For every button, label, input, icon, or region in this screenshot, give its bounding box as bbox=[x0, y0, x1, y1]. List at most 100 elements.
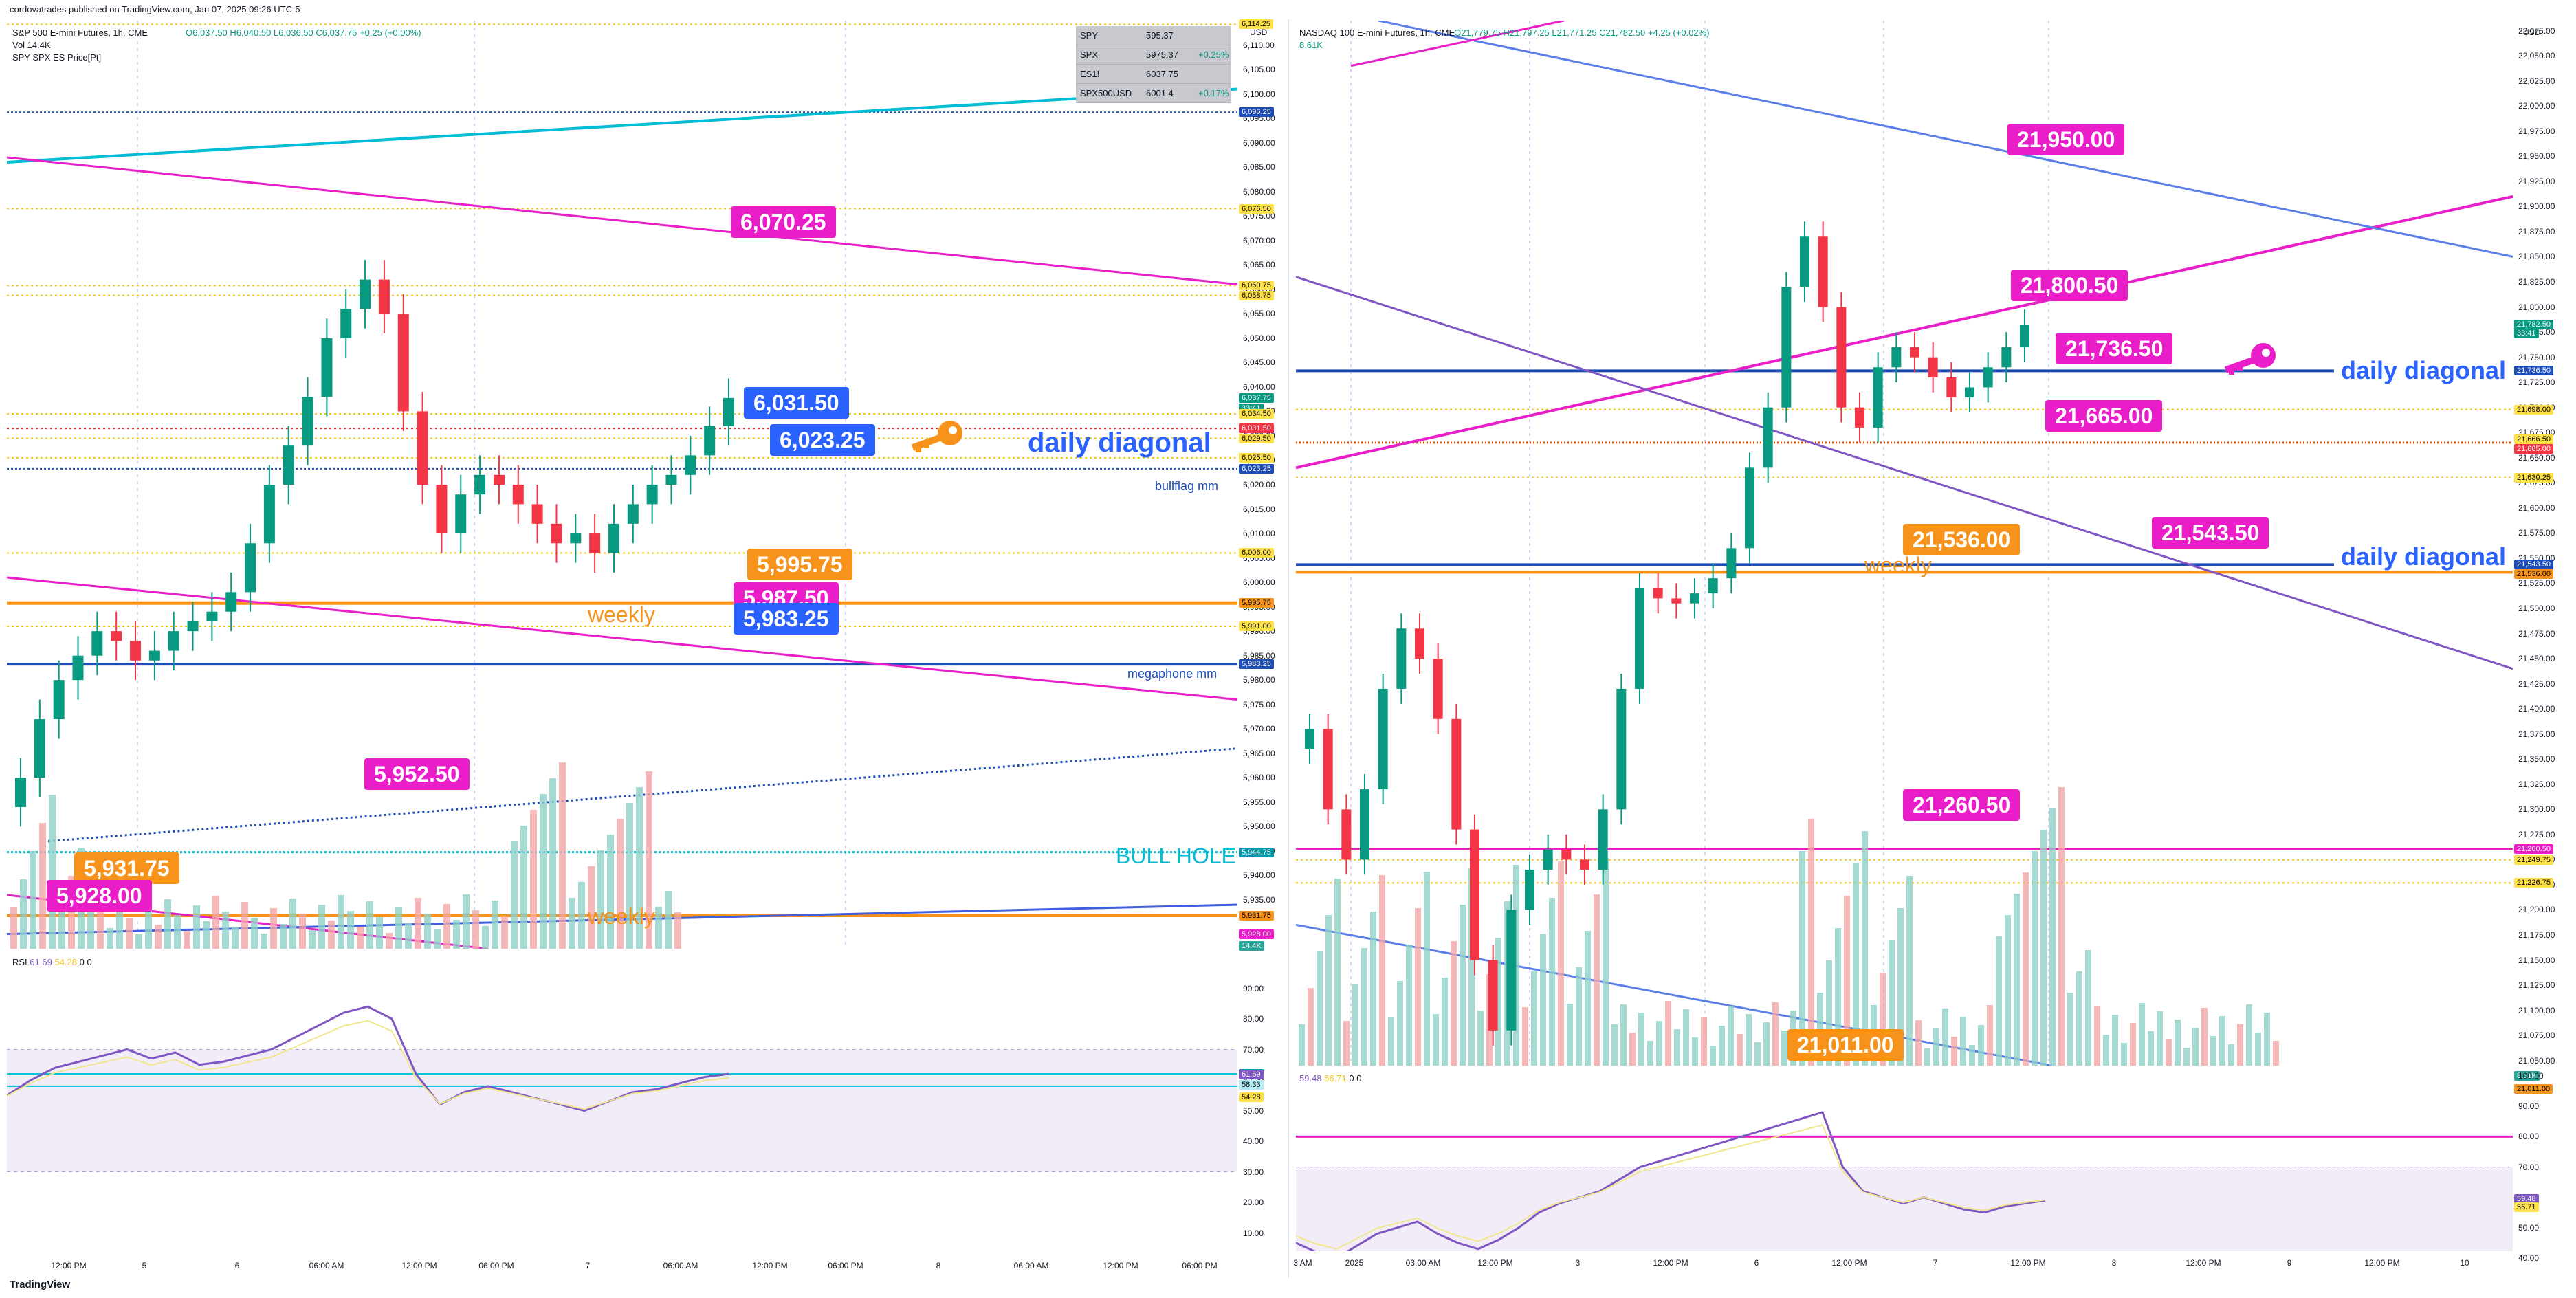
left-price-chart[interactable] bbox=[7, 21, 1237, 949]
right-rsi-pane[interactable] bbox=[1296, 1069, 2513, 1251]
time-tick: 6 bbox=[234, 1261, 240, 1270]
candle-body bbox=[1726, 548, 1737, 579]
price-tick: 21,600.00 bbox=[2518, 503, 2555, 513]
volume-bar bbox=[241, 902, 248, 949]
price-tag: 21,736.50 bbox=[2514, 366, 2553, 376]
volume-bar bbox=[87, 896, 94, 949]
price-tick: 21,125.00 bbox=[2518, 980, 2555, 991]
right-rsi-axis[interactable]: 100.0090.0080.0070.0060.0050.0040.0059.4… bbox=[2513, 1069, 2576, 1263]
candle-body bbox=[1598, 809, 1608, 870]
right-rsi-v1: 59.48 bbox=[1299, 1073, 1322, 1084]
rsi-tick: 30.00 bbox=[1243, 1167, 1264, 1177]
price-tick: 21,975.00 bbox=[2518, 126, 2555, 136]
volume-bar bbox=[482, 926, 489, 949]
time-tick: 06:00 PM bbox=[478, 1261, 514, 1270]
volume-bar bbox=[1710, 1046, 1716, 1066]
compare-symbol: SPX bbox=[1080, 50, 1099, 60]
volume-bar bbox=[2032, 851, 2038, 1066]
price-tag: 21,665.00 bbox=[2514, 443, 2553, 454]
candle-body bbox=[168, 631, 179, 651]
right-rsi-v2: 56.71 bbox=[1324, 1073, 1347, 1084]
volume-bar bbox=[155, 925, 162, 949]
magenta-trendline-lower bbox=[7, 576, 1237, 701]
time-tick: 10 bbox=[2460, 1258, 2469, 1268]
left-symbol[interactable]: S&P 500 E-mini Futures, 1h, CME bbox=[12, 28, 148, 38]
volume-bar bbox=[492, 901, 498, 949]
purple-trendline bbox=[1296, 276, 2513, 670]
price-tag: 21,249.75 bbox=[2514, 855, 2553, 865]
candle-body bbox=[15, 778, 26, 807]
price-tick: 21,150.00 bbox=[2518, 955, 2555, 965]
candle-body bbox=[1671, 598, 1682, 604]
candle-body bbox=[1488, 960, 1498, 1031]
price-tick: 22,000.00 bbox=[2518, 101, 2555, 111]
price-tick: 21,400.00 bbox=[2518, 704, 2555, 714]
candle-body bbox=[1745, 468, 1754, 549]
price-tick: 21,175.00 bbox=[2518, 930, 2555, 940]
rsi-tick: 70.00 bbox=[2518, 1162, 2540, 1172]
compare-row[interactable]: SPX 5975.37 +0.25% bbox=[1076, 45, 1231, 65]
volume-bar bbox=[1915, 1020, 1922, 1066]
rsi-ma-line bbox=[7, 1020, 729, 1110]
price-tick: 21,450.00 bbox=[2518, 654, 2555, 664]
price-callout: 21,011.00 bbox=[1787, 1029, 1904, 1061]
key-icon-right bbox=[2221, 340, 2282, 385]
left-rsi-chart[interactable] bbox=[7, 952, 1237, 1258]
price-tag: 21,536.00 bbox=[2514, 569, 2553, 579]
right-rsi-chart[interactable] bbox=[1296, 1069, 2513, 1251]
price-tag: 21,782.50 bbox=[2514, 320, 2553, 330]
volume-bar bbox=[376, 917, 383, 949]
price-tag: 6,034.50 bbox=[1239, 408, 1274, 419]
compare-row[interactable]: SPY 595.37 bbox=[1076, 26, 1231, 45]
price-callout: 6,023.25 bbox=[770, 424, 875, 456]
rsi-band bbox=[1296, 1167, 2513, 1251]
candle-body bbox=[512, 485, 524, 505]
right-price-chart[interactable] bbox=[1296, 21, 2513, 1066]
right-symbol[interactable]: NASDAQ 100 E-mini Futures, 1h, CME bbox=[1299, 28, 1455, 38]
volume-bar bbox=[1468, 868, 1475, 1066]
left-time-axis[interactable]: 12:00 PM 5 6 06:00 AM 12:00 PM 06:00 PM 7 06:00… bbox=[7, 1258, 1237, 1275]
price-tick: 5,980.00 bbox=[1243, 675, 1275, 685]
candle-body bbox=[1873, 367, 1883, 428]
rsi-tag: 56.71 bbox=[2514, 1202, 2539, 1213]
volume-bar bbox=[2005, 915, 2011, 1066]
price-tick: 21,500.00 bbox=[2518, 604, 2555, 613]
price-tick: 21,875.00 bbox=[2518, 226, 2555, 236]
left-rsi-label: RSI 61.69 54.28 0 0 bbox=[12, 957, 92, 967]
compare-row[interactable]: ES1! 6037.75 bbox=[1076, 65, 1231, 84]
volume-bar bbox=[2219, 1016, 2225, 1066]
right-time-axis[interactable]: 3 AM 2025 03:00 AM 12:00 PM 3 12:00 PM 6 12:00 … bbox=[1293, 1255, 2513, 1273]
volume-bar bbox=[2228, 1044, 2234, 1066]
compare-row[interactable]: SPX500USD 6001.4 +0.17% bbox=[1076, 84, 1231, 103]
price-tick: 21,750.00 bbox=[2518, 352, 2555, 362]
left-price-axis[interactable]: 6,110.00 6,105.00 6,100.00 6,095.00 6,090.00… bbox=[1237, 19, 1286, 952]
volume-bar bbox=[578, 882, 585, 949]
volume-bar bbox=[1996, 936, 2002, 1066]
right-price-axis[interactable]: 22,075.00 22,050.00 22,025.00 22,000.00 21,9… bbox=[2513, 21, 2576, 1094]
candle-body bbox=[665, 474, 677, 485]
volume-bar bbox=[1299, 1024, 1305, 1066]
left-rsi-pane[interactable] bbox=[7, 952, 1237, 1258]
volume-bar bbox=[655, 907, 662, 949]
pane-divider[interactable] bbox=[1288, 19, 1289, 1277]
volume-bar bbox=[68, 876, 75, 949]
right-currency-label[interactable]: USD bbox=[2523, 28, 2541, 37]
candle-body bbox=[1451, 718, 1462, 830]
volume-bar bbox=[2112, 1015, 2118, 1066]
left-rsi-axis[interactable]: 90.0080.0070.0060.0050.0040.0030.0020.00… bbox=[1237, 952, 1286, 1258]
price-callout: 5,995.75 bbox=[747, 549, 852, 580]
candle-body bbox=[436, 485, 448, 534]
weekly-label-upper: weekly bbox=[588, 602, 655, 627]
rsi-tag: 61.69 bbox=[1239, 1070, 1264, 1080]
volume-bar bbox=[2166, 1040, 2172, 1066]
right-chart-pane[interactable] bbox=[1296, 21, 2513, 1066]
volume-bar bbox=[1889, 940, 1895, 1066]
left-chart-pane[interactable] bbox=[7, 21, 1237, 949]
left-indicator-label[interactable]: SPY SPX ES Price[Pt] bbox=[12, 52, 102, 63]
price-tag: 6,029.50 bbox=[1239, 433, 1274, 443]
left-currency-label[interactable]: USD bbox=[1250, 28, 1268, 37]
weekly-label-right: weekly bbox=[1864, 553, 1932, 578]
price-tick: 21,350.00 bbox=[2518, 754, 2555, 764]
volume-bar bbox=[270, 908, 277, 949]
tradingview-logo[interactable]: TradingView bbox=[10, 1279, 71, 1290]
